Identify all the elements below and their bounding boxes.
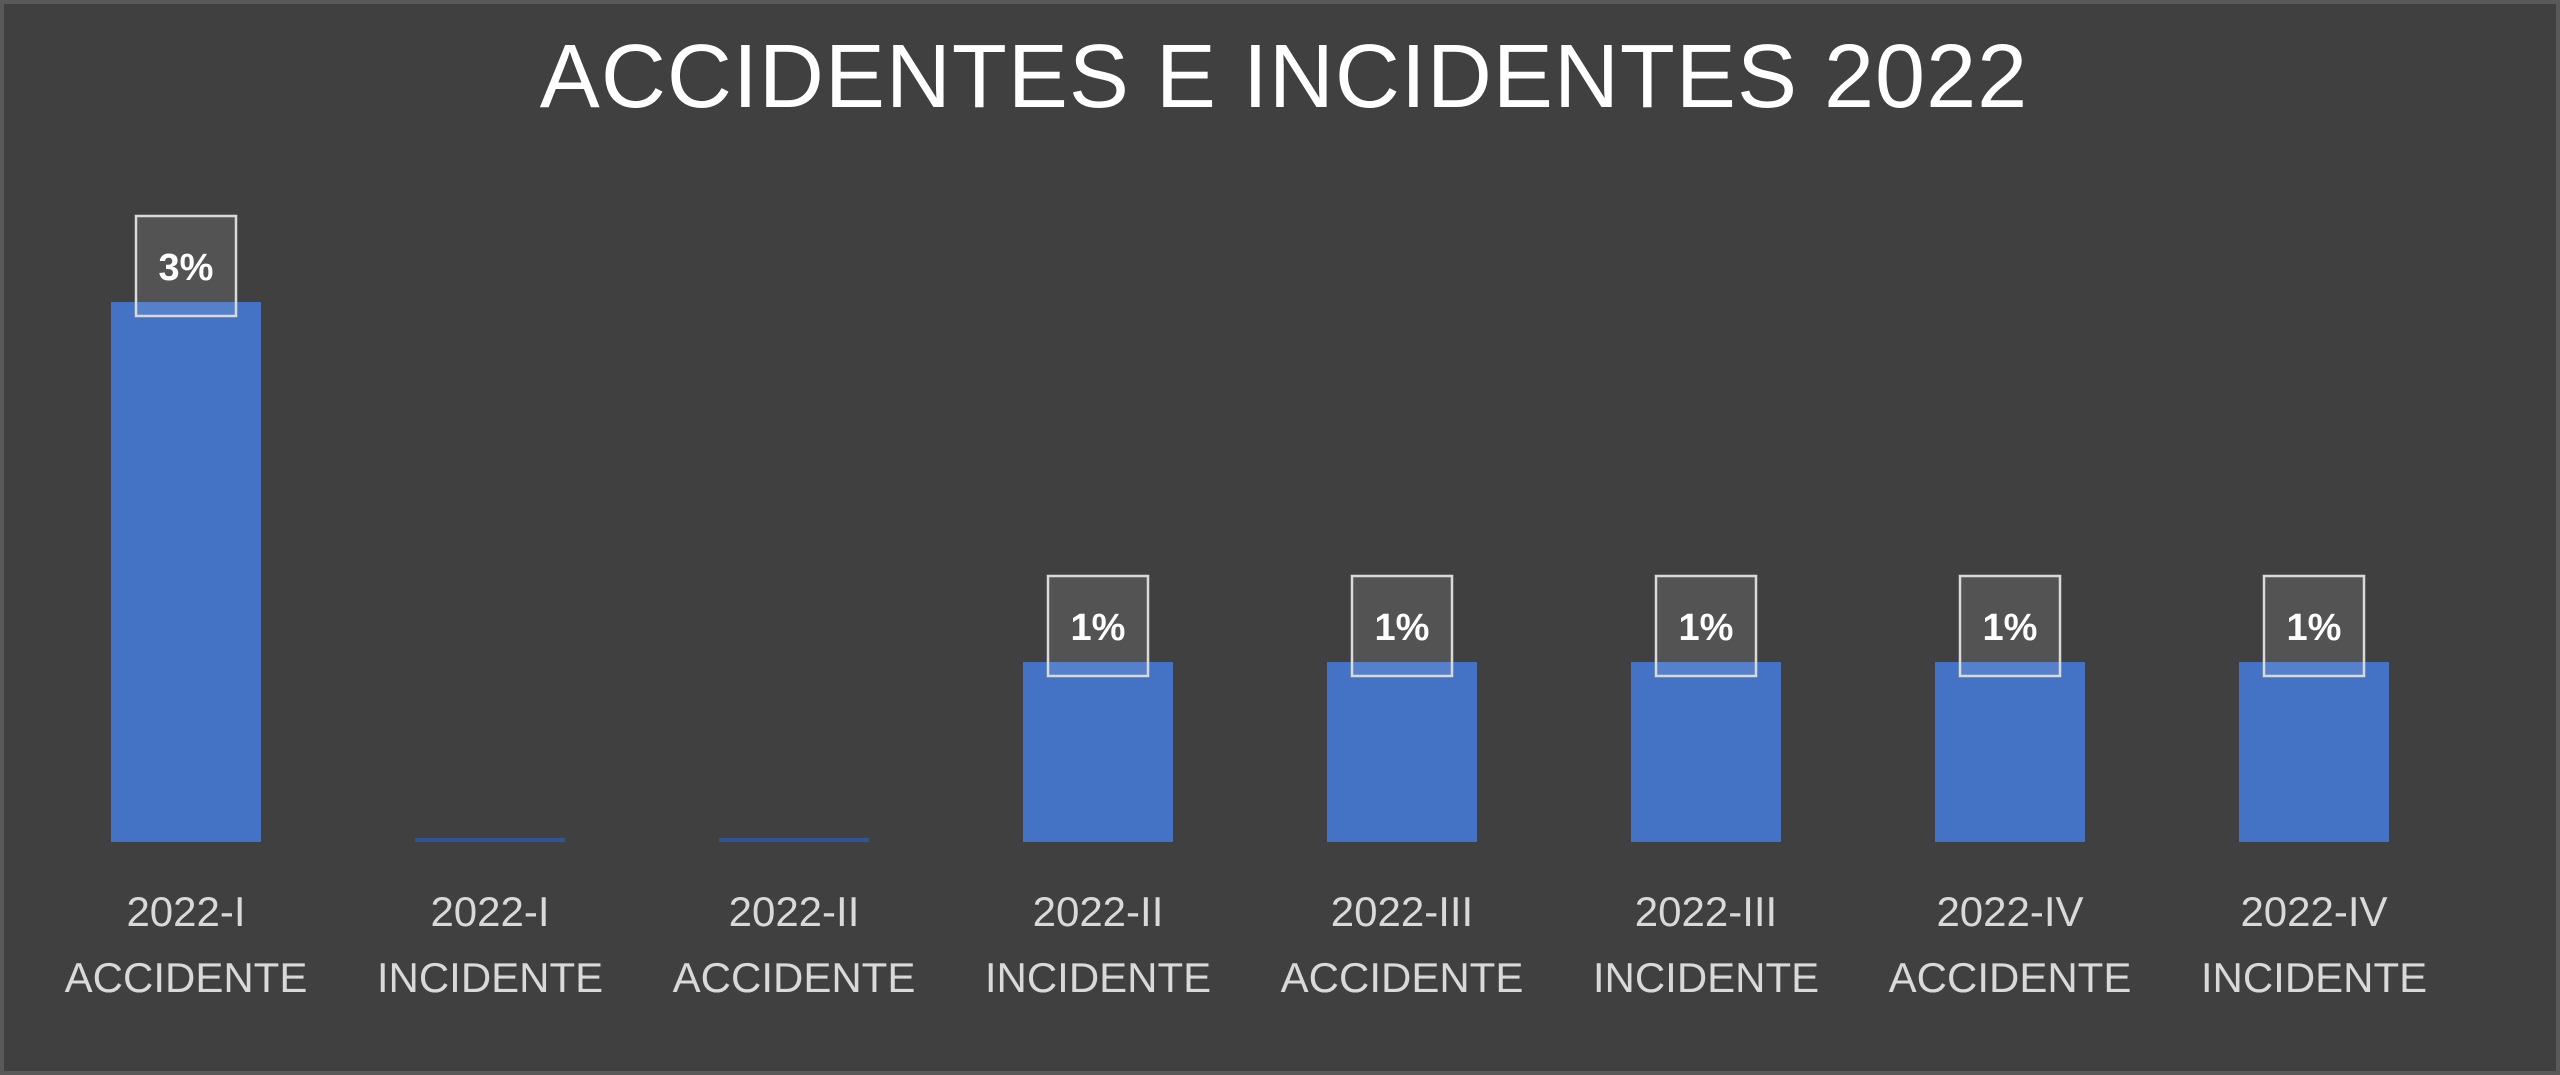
data-label-5: 1% bbox=[1654, 574, 1758, 678]
x-tick-label-line-5-0: 2022-III bbox=[1635, 888, 1777, 935]
data-label-6: 1% bbox=[1958, 574, 2062, 678]
data-label-box-5 bbox=[1654, 574, 1758, 678]
bar-chart: 3% 2022-I ACCIDENTE 2022-I INCIDENTE 2022-II A… bbox=[65, 214, 2427, 1001]
x-tick-label-line-4-1: ACCIDENTE bbox=[1281, 954, 1524, 1001]
x-tick-label-line-6-1: ACCIDENTE bbox=[1889, 954, 2132, 1001]
x-tick-label-4: 2022-III ACCIDENTE bbox=[1281, 888, 1524, 1001]
data-label-7: 1% bbox=[2262, 574, 2366, 678]
data-label-4: 1% bbox=[1350, 574, 1454, 678]
data-label-text-4: 1% bbox=[1375, 607, 1430, 649]
x-tick-label-line-7-0: 2022-IV bbox=[2240, 888, 2387, 935]
x-tick-label-7: 2022-IV INCIDENTE bbox=[2201, 888, 2427, 1001]
x-tick-label-line-6-0: 2022-IV bbox=[1936, 888, 2083, 935]
data-label-0: 3% bbox=[134, 214, 238, 318]
chart-title: ACCIDENTES E INCIDENTES 2022 bbox=[539, 27, 2029, 127]
x-tick-label-line-1-0: 2022-I bbox=[430, 888, 549, 935]
data-label-box-4 bbox=[1350, 574, 1454, 678]
x-tick-label-line-5-1: INCIDENTE bbox=[1593, 954, 1819, 1001]
data-label-text-6: 1% bbox=[1983, 607, 2038, 649]
x-tick-label-6: 2022-IV ACCIDENTE bbox=[1889, 888, 2132, 1001]
data-label-3: 1% bbox=[1046, 574, 1150, 678]
x-tick-label-line-7-1: INCIDENTE bbox=[2201, 954, 2427, 1001]
bar-7 bbox=[2239, 662, 2389, 842]
x-tick-label-line-3-0: 2022-II bbox=[1033, 888, 1164, 935]
bar-4 bbox=[1327, 662, 1477, 842]
data-label-text-5: 1% bbox=[1679, 607, 1734, 649]
data-label-text-3: 1% bbox=[1071, 607, 1126, 649]
data-label-box-6 bbox=[1958, 574, 2062, 678]
x-tick-label-2: 2022-II ACCIDENTE bbox=[673, 888, 916, 1001]
x-tick-label-3: 2022-II INCIDENTE bbox=[985, 888, 1211, 1001]
data-label-text-0: 3% bbox=[159, 247, 214, 289]
bar-2 bbox=[719, 838, 869, 842]
x-tick-label-line-1-1: INCIDENTE bbox=[377, 954, 603, 1001]
x-tick-label-line-3-1: INCIDENTE bbox=[985, 954, 1211, 1001]
bar-6 bbox=[1935, 662, 2085, 842]
x-tick-label-line-2-0: 2022-II bbox=[729, 888, 860, 935]
x-tick-label-5: 2022-III INCIDENTE bbox=[1593, 888, 1819, 1001]
data-label-box-3 bbox=[1046, 574, 1150, 678]
x-tick-label-line-0-0: 2022-I bbox=[126, 888, 245, 935]
bar-1 bbox=[415, 838, 565, 842]
data-label-text-7: 1% bbox=[2287, 607, 2342, 649]
data-label-box-7 bbox=[2262, 574, 2366, 678]
x-tick-label-line-0-1: ACCIDENTE bbox=[65, 954, 308, 1001]
data-label-box-0 bbox=[134, 214, 238, 318]
bar-3 bbox=[1023, 662, 1173, 842]
bar-5 bbox=[1631, 662, 1781, 842]
x-tick-label-1: 2022-I INCIDENTE bbox=[377, 888, 603, 1001]
bar-0 bbox=[111, 302, 261, 842]
x-tick-label-line-2-1: ACCIDENTE bbox=[673, 954, 916, 1001]
x-tick-label-line-4-0: 2022-III bbox=[1331, 888, 1473, 935]
x-tick-label-0: 2022-I ACCIDENTE bbox=[65, 888, 308, 1001]
